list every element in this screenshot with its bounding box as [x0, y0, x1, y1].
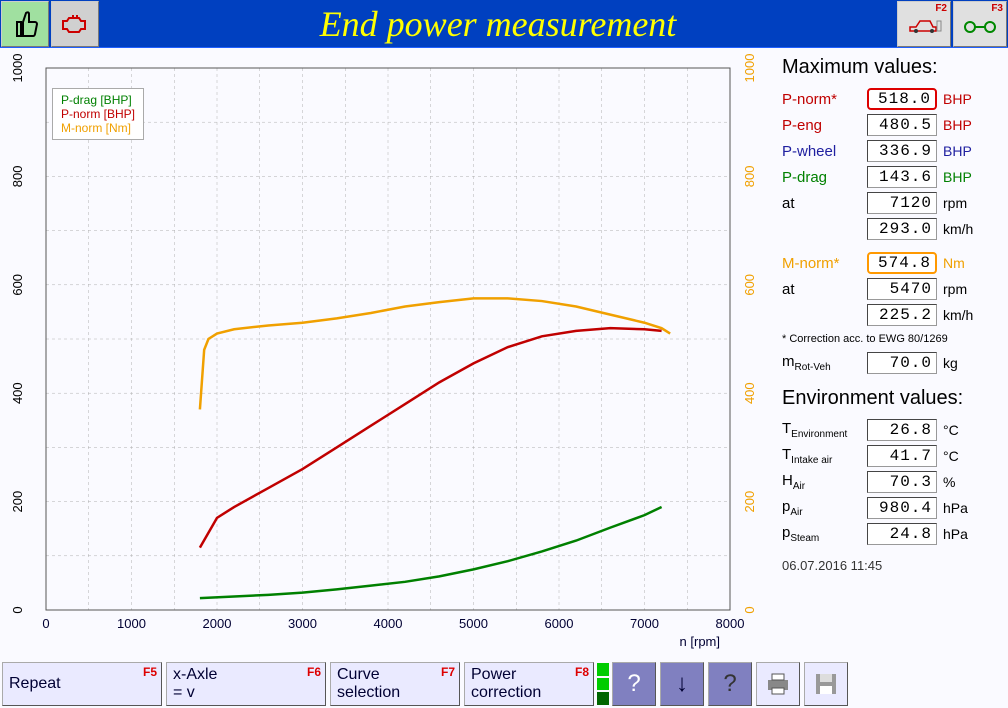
value-row: P-wheel 336.9 BHP — [782, 139, 1002, 163]
value-row: 225.2 km/h — [782, 303, 1002, 327]
svg-text:8000: 8000 — [716, 616, 745, 631]
value-row: TEnvironment 26.8 °C — [782, 418, 1002, 442]
page-title: End power measurement — [100, 0, 896, 47]
f2-button[interactable]: F2 — [897, 1, 951, 47]
footer-button[interactable]: F5 Repeat — [2, 662, 162, 706]
svg-text:800: 800 — [742, 166, 757, 188]
env-values-title: Environment values: — [782, 387, 1002, 410]
car-icon — [906, 13, 942, 35]
print-button[interactable] — [756, 662, 800, 706]
chart-area: 010002000300040005000600070008000n [rpm]… — [0, 48, 776, 660]
svg-text:7000: 7000 — [630, 616, 659, 631]
svg-text:200: 200 — [742, 491, 757, 513]
ok-button[interactable] — [1, 1, 49, 47]
down-button[interactable]: ↓ — [660, 662, 704, 706]
svg-text:600: 600 — [10, 274, 25, 296]
disk-icon — [814, 672, 838, 696]
value-row: 293.0 km/h — [782, 217, 1002, 241]
svg-text:800: 800 — [10, 166, 25, 188]
svg-text:400: 400 — [742, 382, 757, 404]
value-row: HAir 70.3 % — [782, 470, 1002, 494]
value-row: P-eng 480.5 BHP — [782, 113, 1002, 137]
value-row: at 5470 rpm — [782, 277, 1002, 301]
correction-note: * Correction acc. to EWG 80/1269 — [782, 333, 1002, 345]
svg-text:6000: 6000 — [545, 616, 574, 631]
svg-text:200: 200 — [10, 491, 25, 513]
svg-text:400: 400 — [10, 382, 25, 404]
svg-text:1000: 1000 — [742, 54, 757, 83]
timestamp: 06.07.2016 11:45 — [782, 558, 1002, 573]
chart-legend: P-drag [BHP]P-norm [BHP]M-norm [Nm] — [52, 88, 144, 140]
svg-text:600: 600 — [742, 274, 757, 296]
value-row: M-norm* 574.8 Nm — [782, 251, 1002, 275]
svg-text:4000: 4000 — [374, 616, 403, 631]
value-row: pAir 980.4 hPa — [782, 496, 1002, 520]
value-row: TIntake air 41.7 °C — [782, 444, 1002, 468]
printer-icon — [764, 672, 792, 696]
svg-text:2000: 2000 — [203, 616, 232, 631]
svg-text:n [rpm]: n [rpm] — [680, 634, 720, 649]
footer-button[interactable]: F7 Curveselection — [330, 662, 460, 706]
footer-bar: F5 Repeat F6 x-Axle= v F7 Curveselection… — [0, 660, 1008, 708]
info-button[interactable]: ? — [708, 662, 752, 706]
svg-text:1000: 1000 — [117, 616, 146, 631]
f3-button[interactable]: F3 — [953, 1, 1007, 47]
engine-button[interactable] — [51, 1, 99, 47]
axle-icon — [962, 13, 998, 35]
svg-text:0: 0 — [42, 616, 49, 631]
status-bar — [596, 662, 610, 706]
footer-button[interactable]: F6 x-Axle= v — [166, 662, 326, 706]
save-button[interactable] — [804, 662, 848, 706]
help-button[interactable]: ? — [612, 662, 656, 706]
svg-text:5000: 5000 — [459, 616, 488, 631]
svg-text:3000: 3000 — [288, 616, 317, 631]
svg-text:0: 0 — [742, 606, 757, 613]
value-row: P-norm* 518.0 BHP — [782, 87, 1002, 111]
max-values-title: Maximum values: — [782, 56, 1002, 79]
value-row: pSteam 24.8 hPa — [782, 522, 1002, 546]
footer-button[interactable]: F8 Powercorrection — [464, 662, 594, 706]
value-row: at 7120 rpm — [782, 191, 1002, 215]
values-panel: Maximum values: P-norm* 518.0 BHP P-eng … — [776, 48, 1008, 660]
header-bar: End power measurement F2 F3 — [0, 0, 1008, 48]
engine-icon — [59, 11, 91, 37]
value-row: P-drag 143.6 BHP — [782, 165, 1002, 189]
thumbs-up-icon — [9, 8, 41, 40]
svg-text:1000: 1000 — [10, 54, 25, 83]
svg-text:0: 0 — [10, 606, 25, 613]
mrot-row: mRot-Veh 70.0 kg — [782, 351, 1002, 375]
